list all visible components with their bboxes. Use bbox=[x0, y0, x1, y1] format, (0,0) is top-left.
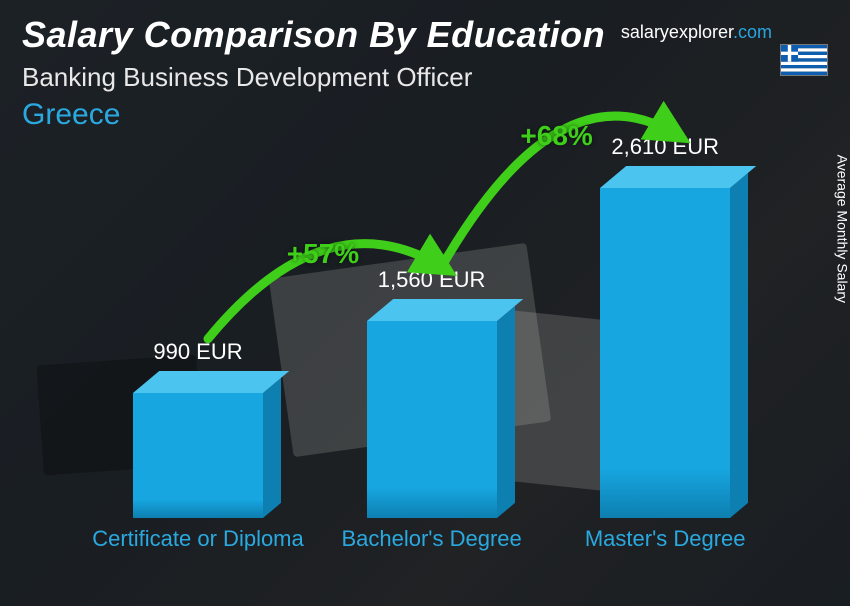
y-axis-label: Average Monthly Salary bbox=[834, 155, 850, 303]
chart-title: Salary Comparison By Education bbox=[22, 14, 605, 56]
source-label: salaryexplorer.com bbox=[621, 22, 772, 43]
increase-arrow bbox=[60, 140, 790, 576]
greece-flag-icon bbox=[780, 44, 828, 76]
chart-subtitle: Banking Business Development Officer bbox=[22, 62, 472, 93]
increase-pct-label: +68% bbox=[520, 120, 592, 152]
source-name: salaryexplorer bbox=[621, 22, 733, 42]
source-tld: .com bbox=[733, 22, 772, 42]
chart-area: 990 EURCertificate or Diploma1,560 EURBa… bbox=[60, 140, 790, 576]
chart-country: Greece bbox=[22, 98, 120, 132]
chart-canvas: Salary Comparison By Education Banking B… bbox=[0, 0, 850, 606]
